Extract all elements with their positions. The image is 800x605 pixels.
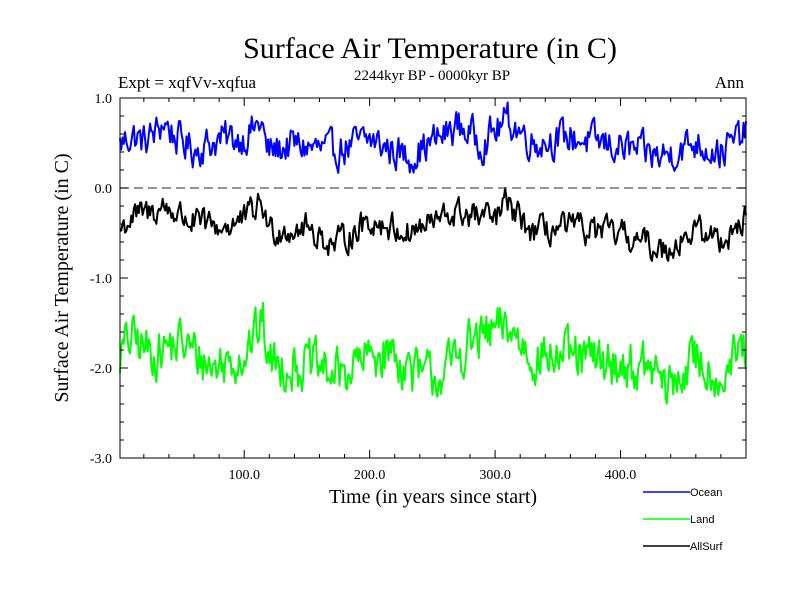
chart-subtitle: 2244kyr BP - 0000kyr BP xyxy=(354,68,510,84)
x-tick-label: 400.0 xyxy=(605,468,637,483)
y-tick-label: 0.0 xyxy=(95,182,113,197)
series-line-allsurf xyxy=(119,187,747,262)
y-tick-label: -2.0 xyxy=(90,362,112,377)
legend-label-land: Land xyxy=(690,514,714,526)
series-line-ocean xyxy=(119,101,747,174)
y-tick-label: -1.0 xyxy=(90,272,112,287)
y-axis-label: Surface Air Temperature (in C) xyxy=(51,153,73,402)
y-tick-label: -3.0 xyxy=(90,452,112,467)
series-line-land xyxy=(119,301,747,405)
chart-title: Surface Air Temperature (in C) xyxy=(243,32,617,65)
experiment-label: Expt = xqfVv-xqfua xyxy=(118,73,256,92)
x-tick-label: 200.0 xyxy=(354,468,386,483)
legend-label-ocean: Ocean xyxy=(690,487,722,499)
x-axis-label: Time (in years since start) xyxy=(329,486,537,508)
season-label: Ann xyxy=(715,73,745,92)
x-tick-label: 100.0 xyxy=(228,468,260,483)
x-tick-label: 300.0 xyxy=(479,468,511,483)
y-tick-label: 1.0 xyxy=(95,92,113,107)
legend-label-allsurf: AllSurf xyxy=(690,541,723,553)
